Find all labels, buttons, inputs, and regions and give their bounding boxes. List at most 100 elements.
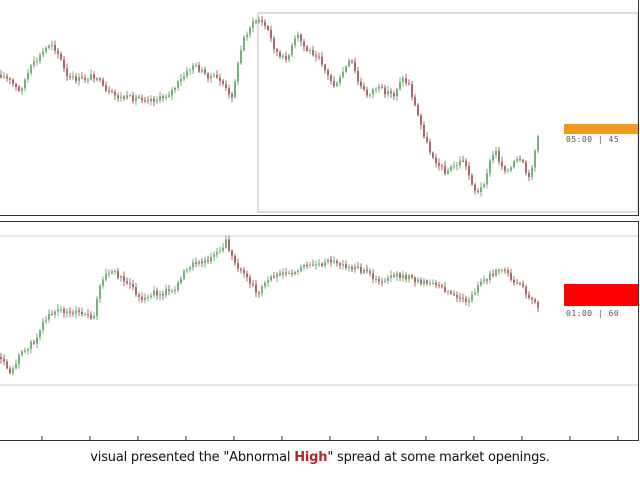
candle (126, 95, 128, 99)
candle (510, 167, 512, 171)
candle (276, 49, 278, 52)
candle (429, 283, 431, 285)
candle (444, 165, 446, 174)
candle (402, 275, 404, 279)
candle (483, 279, 485, 282)
candle (33, 61, 35, 66)
candle (321, 263, 323, 266)
candle (348, 60, 350, 67)
candle (417, 105, 419, 116)
candle (195, 262, 197, 264)
candle (192, 65, 194, 71)
candle (174, 290, 176, 292)
candle (162, 96, 164, 98)
candle (285, 55, 287, 60)
candle (117, 270, 119, 278)
candle (273, 38, 275, 50)
candle (387, 91, 389, 95)
candle (147, 297, 149, 299)
candle (171, 89, 173, 96)
bottom-price-chart[interactable] (0, 222, 638, 440)
candle (528, 294, 530, 298)
candle (510, 272, 512, 280)
candle (432, 282, 434, 284)
candle (87, 79, 89, 81)
candle (372, 89, 374, 95)
chart-window: 05:00 | 45 01:00 | 60 (0, 0, 639, 441)
candle (420, 115, 422, 125)
candle (246, 273, 248, 278)
candle (465, 160, 467, 167)
candle (270, 276, 272, 281)
candle (333, 81, 335, 87)
candle (102, 279, 104, 286)
candle (462, 160, 464, 162)
candle (312, 264, 314, 266)
candle (378, 279, 380, 282)
selection-box (257, 12, 638, 213)
candle (60, 309, 62, 311)
candle (54, 44, 56, 51)
candle (114, 270, 116, 272)
candle (15, 363, 17, 369)
candle (153, 98, 155, 102)
candle (138, 96, 140, 98)
candle (288, 273, 290, 275)
candle (96, 298, 98, 316)
candle (489, 160, 491, 174)
candle (267, 280, 269, 283)
candle (468, 166, 470, 176)
candle (78, 77, 80, 82)
candle (330, 75, 332, 82)
candle (534, 150, 536, 168)
bottom-chart-panel[interactable]: 01:00 | 60 (0, 221, 639, 441)
candle (339, 77, 341, 84)
candle (24, 79, 26, 89)
candle (519, 159, 521, 161)
candle (48, 314, 50, 320)
candle (126, 281, 128, 284)
candle (111, 91, 113, 93)
candle (399, 81, 401, 90)
candle (21, 351, 23, 355)
candle (102, 79, 104, 86)
candle (84, 314, 86, 316)
candle (372, 273, 374, 280)
candle (513, 279, 515, 283)
candle (486, 173, 488, 185)
candle (537, 301, 539, 308)
candle (303, 265, 305, 268)
candle (147, 100, 149, 102)
candle (504, 166, 506, 172)
candle (474, 292, 476, 295)
candle (180, 78, 182, 82)
candle (303, 41, 305, 47)
candle (9, 368, 11, 373)
candle (345, 264, 347, 268)
candle (15, 83, 17, 87)
candle (375, 88, 377, 90)
top-chart-panel[interactable]: 05:00 | 45 (0, 0, 639, 216)
candle (144, 297, 146, 300)
candle (105, 85, 107, 91)
candle (315, 55, 317, 57)
candle (396, 89, 398, 97)
candle (225, 239, 227, 248)
candle (108, 273, 110, 275)
candle (426, 280, 428, 284)
spread-time-label-high: 01:00 | 60 (566, 309, 620, 318)
candle (525, 286, 527, 295)
candle (201, 69, 203, 72)
candle (36, 60, 38, 62)
candle (534, 299, 536, 302)
candle (6, 76, 8, 79)
candle (138, 294, 140, 297)
candle (129, 95, 131, 97)
candle (93, 74, 95, 79)
candle (447, 291, 449, 293)
candle (516, 282, 518, 284)
candle (63, 309, 65, 313)
caption-part-2: " spread at some market openings. (327, 450, 550, 465)
top-price-chart[interactable] (0, 0, 638, 215)
candle (291, 45, 293, 55)
